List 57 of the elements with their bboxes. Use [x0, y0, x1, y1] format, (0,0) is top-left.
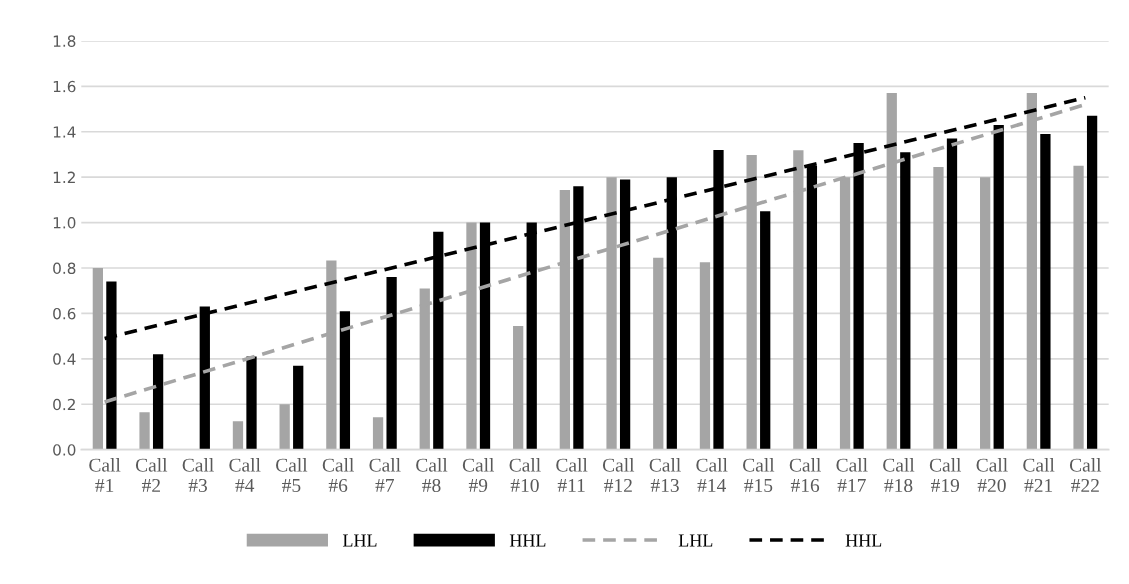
bar — [699, 262, 711, 450]
bar — [279, 404, 290, 450]
bar — [1086, 115, 1098, 450]
bar — [980, 177, 991, 450]
bar — [139, 412, 150, 450]
legend-label: HHL — [845, 534, 882, 547]
y-tick-label: 0.0 — [53, 444, 76, 456]
bar — [246, 356, 257, 450]
x-tick-label: Call #1 — [89, 458, 121, 492]
bar — [653, 257, 664, 450]
y-tick-label: 0.4 — [53, 353, 76, 365]
y-tick-label: 0.2 — [53, 398, 75, 411]
bar — [933, 166, 944, 450]
x-tick-label: Call #4 — [229, 458, 261, 492]
y-tick-label: 1.8 — [53, 35, 76, 47]
x-tick-label: Call #19 — [929, 458, 962, 493]
x-tick-label: Call #15 — [743, 458, 775, 493]
x-tick-label: Call #12 — [602, 458, 635, 492]
y-tick-label: 1.4 — [53, 126, 76, 138]
x-tick-label: Call #22 — [1069, 458, 1102, 492]
x-tick-label: Call #9 — [462, 458, 495, 493]
y-tick-label: 0.6 — [53, 307, 76, 320]
x-tick-label: Call #10 — [509, 458, 541, 493]
x-tick-label: Call #7 — [369, 458, 401, 492]
bar — [513, 325, 524, 450]
y-tick-label: 1.2 — [53, 171, 75, 183]
x-tick-label: Call #16 — [789, 458, 821, 493]
bar — [900, 152, 911, 450]
bar — [152, 354, 164, 450]
bar — [760, 211, 771, 450]
legend-label: HHL — [509, 534, 546, 547]
legend-label: LHL — [342, 534, 377, 547]
x-tick-label: Call #17 — [836, 458, 868, 492]
x-tick-label: Call #8 — [416, 458, 448, 493]
x-tick-label: Call #5 — [276, 458, 308, 493]
y-tick-label: 1.6 — [53, 80, 76, 93]
bar — [293, 365, 304, 450]
bar — [1073, 165, 1084, 450]
x-tick-label: Call #2 — [135, 458, 168, 492]
y-tick-label: 1.0 — [53, 217, 76, 229]
x-tick-label: Call #21 — [1023, 458, 1055, 492]
bar — [1040, 134, 1051, 450]
x-tick-label: Call #14 — [696, 458, 728, 492]
x-tick-label: Call #13 — [649, 458, 681, 493]
x-tick-label: Call #11 — [556, 458, 588, 492]
bar — [993, 124, 1004, 450]
x-tick-label: Call #6 — [322, 458, 354, 493]
bar — [372, 417, 384, 450]
bar — [339, 311, 351, 450]
bar — [946, 138, 958, 450]
bar — [386, 277, 397, 450]
legend-label: LHL — [678, 534, 713, 547]
x-tick-label: Call #20 — [976, 458, 1008, 493]
x-tick-label: Call #18 — [883, 458, 915, 493]
y-tick-label: 0.8 — [53, 262, 76, 275]
x-tick-label: Call #3 — [182, 458, 214, 493]
bar — [232, 421, 244, 450]
